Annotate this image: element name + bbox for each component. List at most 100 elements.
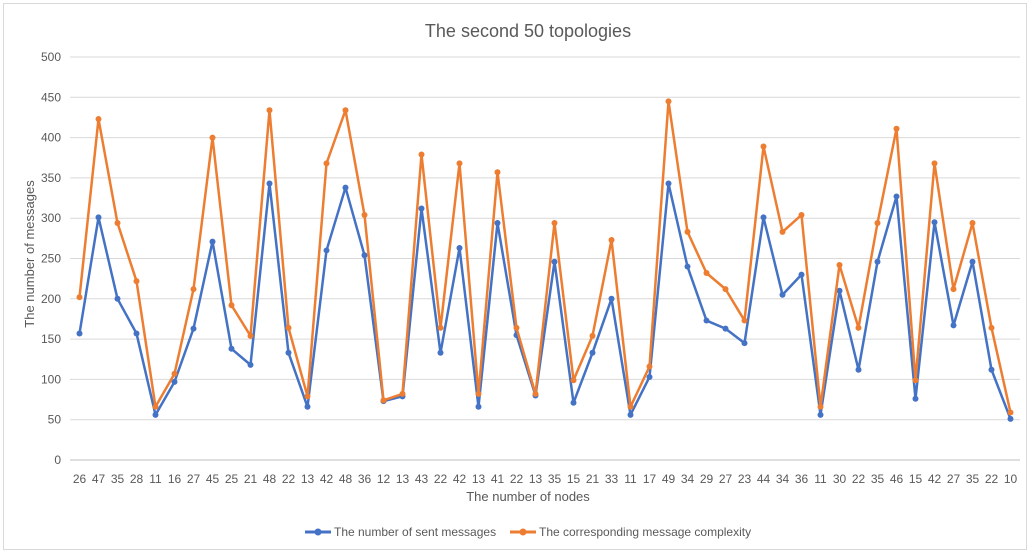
data-point (76, 294, 83, 301)
data-point (152, 403, 159, 410)
x-tick-label: 42 (453, 472, 467, 486)
data-point (266, 107, 273, 114)
x-tick-label: 21 (244, 472, 258, 486)
chart-frame: 0 50 100 150 200 250 300 350 400 450 500 26 47 35 28 1… (3, 3, 1027, 550)
data-point (95, 214, 102, 221)
x-tick-label: 30 (833, 472, 847, 486)
x-tick-label: 15 (567, 472, 581, 486)
x-tick-label: 17 (643, 472, 657, 486)
x-tick-label: 46 (890, 472, 904, 486)
data-point (969, 220, 976, 227)
data-point (1007, 415, 1014, 422)
data-point (551, 220, 558, 227)
data-point (646, 373, 653, 380)
data-point (342, 184, 349, 191)
data-point (95, 116, 102, 123)
y-axis-ticks: 0 50 100 150 200 250 300 350 400 450 500 (41, 50, 61, 467)
data-point (323, 247, 330, 254)
data-point (380, 397, 387, 404)
legend-marker-message-complexity (519, 528, 527, 536)
data-point (950, 322, 957, 329)
data-point (627, 411, 634, 418)
x-tick-label: 35 (871, 472, 885, 486)
data-point (988, 324, 995, 331)
data-point (665, 180, 672, 187)
data-point (589, 349, 596, 356)
data-point (912, 377, 919, 384)
x-tick-label: 11 (814, 472, 827, 486)
data-point (817, 403, 824, 410)
data-point (247, 361, 254, 368)
data-point (228, 345, 235, 352)
x-tick-label: 26 (73, 472, 87, 486)
x-tick-label: 22 (434, 472, 448, 486)
data-point (209, 134, 216, 141)
data-point (646, 363, 653, 370)
x-axis-ticks: 26 47 35 28 11 16 27 45 25 21 48 22 13 42 48 36 12 13 43 22… (73, 472, 1018, 486)
data-point (722, 286, 729, 293)
series-1 (76, 98, 1014, 416)
data-point (741, 317, 748, 324)
x-tick-label: 22 (852, 472, 866, 486)
x-tick-label: 28 (130, 472, 144, 486)
data-point (247, 332, 254, 339)
data-point (931, 219, 938, 226)
data-point (855, 324, 862, 331)
y-tick-label: 400 (41, 131, 61, 145)
data-point (475, 390, 482, 397)
data-point (950, 286, 957, 293)
x-tick-label: 13 (529, 472, 543, 486)
x-tick-label: 42 (928, 472, 942, 486)
data-point (684, 228, 691, 235)
data-point (570, 377, 577, 384)
series-line (78, 100, 1012, 413)
data-point (779, 291, 786, 298)
data-point (133, 278, 140, 285)
data-point (285, 324, 292, 331)
data-point (912, 395, 919, 402)
legend: The number of sent messages The correspo… (305, 525, 751, 539)
data-point (513, 324, 520, 331)
data-point (798, 271, 805, 278)
data-point (874, 220, 881, 227)
data-point (304, 393, 311, 400)
legend-label-sent-messages: The number of sent messages (334, 525, 496, 539)
x-tick-label: 29 (700, 472, 714, 486)
x-tick-label: 33 (605, 472, 619, 486)
data-point (304, 403, 311, 410)
x-tick-label: 35 (111, 472, 125, 486)
x-tick-label: 22 (510, 472, 524, 486)
data-point (266, 180, 273, 187)
data-point (798, 211, 805, 218)
data-point (190, 286, 197, 293)
data-point (665, 98, 672, 105)
x-tick-label: 21 (586, 472, 600, 486)
x-tick-label: 11 (149, 472, 162, 486)
x-tick-label: 34 (776, 472, 790, 486)
y-tick-label: 200 (41, 292, 61, 306)
x-tick-label: 22 (985, 472, 999, 486)
data-point (152, 411, 159, 418)
x-tick-label: 48 (263, 472, 277, 486)
data-point (874, 258, 881, 265)
data-point (893, 193, 900, 200)
y-tick-label: 0 (54, 453, 61, 467)
data-point (589, 332, 596, 339)
data-point (456, 160, 463, 167)
data-point (551, 258, 558, 265)
data-point (722, 325, 729, 332)
x-tick-label: 16 (168, 472, 182, 486)
data-point (627, 403, 634, 410)
chart-title: The second 50 topologies (425, 21, 631, 41)
data-point (342, 107, 349, 114)
data-point (760, 214, 767, 221)
x-tick-label: 11 (624, 472, 637, 486)
data-point (703, 270, 710, 277)
x-tick-label: 23 (738, 472, 752, 486)
data-point (399, 390, 406, 397)
legend-marker-sent-messages (314, 528, 322, 536)
data-point (741, 340, 748, 347)
x-tick-label: 15 (909, 472, 923, 486)
x-tick-label: 43 (415, 472, 429, 486)
y-tick-label: 450 (41, 90, 61, 104)
